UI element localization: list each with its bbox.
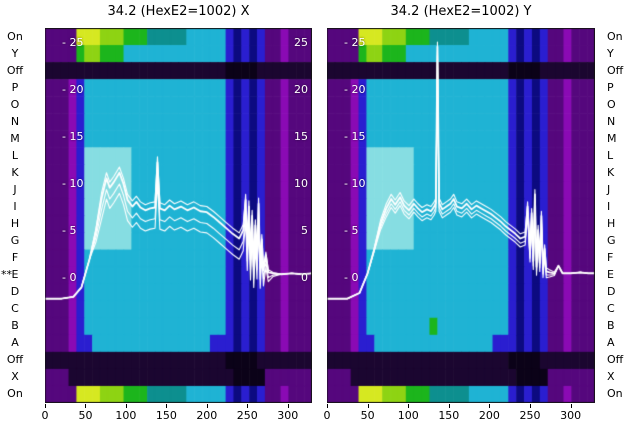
value-tick-label: - 0	[344, 271, 359, 284]
row-label-i: I	[607, 199, 611, 213]
x-tick-mark	[448, 404, 450, 408]
x-tick-label: 250	[236, 409, 258, 422]
x-tick-mark	[125, 404, 127, 408]
value-tick-label: 25	[294, 36, 308, 49]
row-label-m: M	[10, 131, 20, 145]
row-label-a: A	[11, 336, 19, 350]
x-tick-label: 50	[360, 409, 375, 422]
heatmap-plot-x	[45, 28, 312, 403]
row-label-k: K	[607, 165, 615, 179]
row-label-n: N	[607, 114, 616, 128]
heatmap-plot-y	[327, 28, 595, 403]
value-tick-label: 5	[301, 224, 308, 237]
x-tick-label: 300	[560, 409, 582, 422]
value-tick-label: 20	[294, 83, 308, 96]
value-tick-label: 0	[301, 271, 308, 284]
row-label-i: I	[13, 199, 17, 213]
x-tick-mark	[166, 404, 168, 408]
x-tick-label: 300	[277, 409, 299, 422]
x-tick-mark	[489, 404, 491, 408]
value-tick-label: - 10	[62, 177, 84, 190]
row-label-b: B	[607, 319, 615, 333]
row-label-j: J	[13, 182, 17, 196]
row-label-j: J	[607, 182, 611, 196]
x-tick-mark	[247, 404, 249, 408]
x-tick-mark	[530, 404, 532, 408]
value-tick-label: - 15	[344, 130, 366, 143]
value-tick-label: - 20	[344, 83, 366, 96]
row-label-y: Y	[11, 46, 19, 60]
row-label-y: Y	[607, 46, 614, 60]
x-tick-mark	[408, 404, 410, 408]
x-tick-mark	[45, 404, 46, 408]
row-label-d: D	[10, 285, 20, 299]
row-label-h: H	[607, 217, 616, 231]
x-tick-mark	[287, 404, 289, 408]
row-label-x: X	[607, 370, 615, 384]
value-tick-label: - 10	[344, 177, 366, 190]
x-tick-label: 0	[323, 409, 331, 422]
row-label-on: On	[7, 387, 23, 401]
row-label-k: K	[11, 165, 19, 179]
row-label-l: L	[607, 148, 614, 162]
row-label-off: Off	[6, 353, 24, 367]
row-label-c: C	[11, 302, 19, 316]
x-tick-label: 100	[115, 409, 137, 422]
x-tick-label: 200	[196, 409, 218, 422]
row-label-o: O	[10, 97, 20, 111]
row-label-h: H	[10, 217, 20, 231]
x-tick-mark	[85, 404, 87, 408]
row-label-m: M	[607, 131, 617, 145]
row-label-b: B	[11, 319, 19, 333]
x-tick-mark	[327, 404, 328, 408]
row-label-f: F	[607, 251, 614, 265]
row-label-n: N	[10, 114, 20, 128]
plot-title-y: 34.2 (HexE2=1002) Y	[390, 4, 532, 19]
value-tick-label: 10	[294, 177, 308, 190]
row-label-c: C	[607, 302, 615, 316]
row-label-on: On	[7, 29, 23, 43]
row-label-g: G	[607, 234, 616, 248]
value-tick-label: - 25	[62, 36, 84, 49]
value-tick-label: - 0	[62, 271, 77, 284]
value-tick-label: 15	[294, 130, 308, 143]
x-tick-label: 150	[155, 409, 177, 422]
row-label-d: D	[607, 285, 616, 299]
row-label-off: Off	[607, 63, 624, 77]
row-label-g: G	[10, 234, 20, 248]
row-label-a: A	[607, 336, 615, 350]
row-label-e: E	[11, 268, 19, 282]
x-tick-label: 0	[41, 409, 49, 422]
row-label-p: P	[11, 80, 19, 94]
value-tick-label: - 5	[62, 224, 77, 237]
plot-title-x: 34.2 (HexE2=1002) X	[107, 4, 250, 19]
row-label-on: On	[607, 29, 623, 43]
value-tick-label: - 25	[344, 36, 366, 49]
value-tick-label: - 20	[62, 83, 84, 96]
row-label-f: F	[11, 251, 19, 265]
x-tick-mark	[367, 404, 369, 408]
row-label-l: L	[11, 148, 19, 162]
row-label-on: On	[607, 387, 623, 401]
x-tick-mark	[570, 404, 572, 408]
row-label-p: P	[607, 80, 614, 94]
x-tick-label: 250	[519, 409, 541, 422]
value-tick-label: - 5	[344, 224, 359, 237]
row-label-off: Off	[607, 353, 624, 367]
x-tick-label: 50	[78, 409, 93, 422]
row-annotation: **	[1, 268, 12, 281]
row-label-e: E	[607, 268, 614, 282]
x-tick-label: 150	[438, 409, 460, 422]
x-tick-label: 100	[397, 409, 419, 422]
row-label-o: O	[607, 97, 616, 111]
row-label-x: X	[11, 370, 19, 384]
row-label-off: Off	[6, 63, 24, 77]
x-tick-label: 200	[478, 409, 500, 422]
value-tick-label: - 15	[62, 130, 84, 143]
x-tick-mark	[206, 404, 208, 408]
